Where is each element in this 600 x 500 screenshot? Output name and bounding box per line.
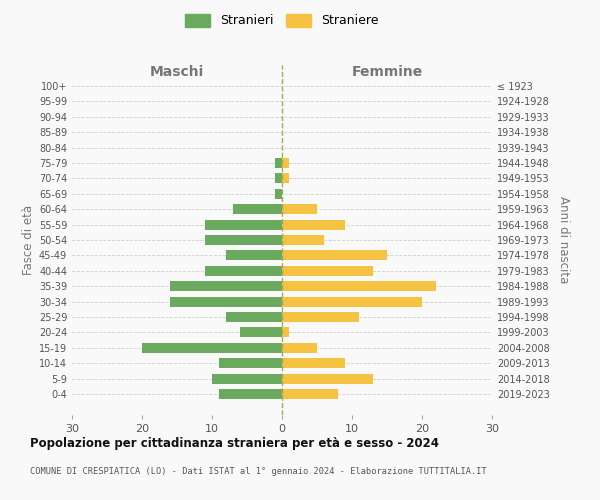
Bar <box>170 281 282 291</box>
Bar <box>226 312 282 322</box>
Bar <box>282 374 373 384</box>
Bar <box>282 296 422 306</box>
Text: Popolazione per cittadinanza straniera per età e sesso - 2024: Popolazione per cittadinanza straniera p… <box>30 438 439 450</box>
Bar <box>282 312 359 322</box>
Bar <box>226 250 282 260</box>
Text: COMUNE DI CRESPIATICA (LO) - Dati ISTAT al 1° gennaio 2024 - Elaborazione TUTTIT: COMUNE DI CRESPIATICA (LO) - Dati ISTAT … <box>30 468 487 476</box>
Bar <box>212 374 282 384</box>
Bar <box>219 389 282 399</box>
Bar <box>240 328 282 338</box>
Bar <box>282 235 324 245</box>
Bar <box>282 174 289 184</box>
Bar <box>275 174 282 184</box>
Y-axis label: Fasce di età: Fasce di età <box>22 205 35 275</box>
Bar <box>233 204 282 214</box>
Bar <box>282 328 289 338</box>
Bar <box>282 266 373 276</box>
Bar <box>205 220 282 230</box>
Bar <box>205 266 282 276</box>
Bar <box>219 358 282 368</box>
Text: Maschi: Maschi <box>150 65 204 79</box>
Bar <box>282 204 317 214</box>
Bar <box>282 158 289 168</box>
Bar <box>282 250 387 260</box>
Bar <box>205 235 282 245</box>
Bar <box>282 281 436 291</box>
Y-axis label: Anni di nascita: Anni di nascita <box>557 196 569 284</box>
Bar <box>282 358 345 368</box>
Bar <box>142 343 282 353</box>
Bar <box>275 189 282 199</box>
Bar <box>275 158 282 168</box>
Text: Femmine: Femmine <box>352 65 422 79</box>
Bar <box>170 296 282 306</box>
Bar <box>282 389 338 399</box>
Bar <box>282 220 345 230</box>
Legend: Stranieri, Straniere: Stranieri, Straniere <box>180 8 384 32</box>
Bar <box>282 343 317 353</box>
